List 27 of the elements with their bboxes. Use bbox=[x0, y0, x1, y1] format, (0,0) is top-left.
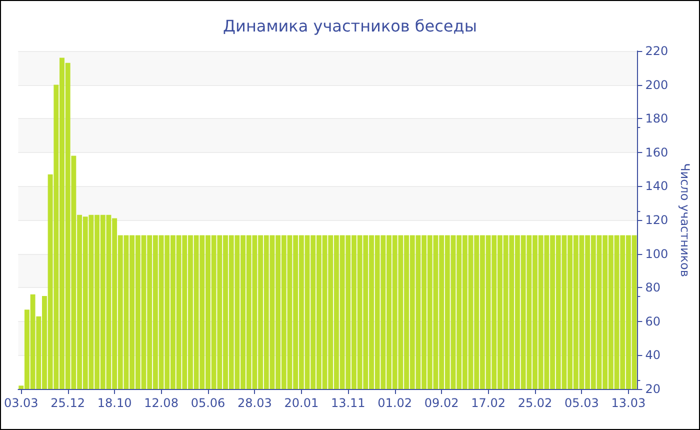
y-axis-title: Число участников bbox=[678, 163, 692, 277]
x-tick-label: 09.02 bbox=[424, 396, 459, 410]
y-tick-label: 200 bbox=[645, 78, 668, 92]
y-tick-label: 60 bbox=[645, 314, 660, 328]
y-tick-label: 140 bbox=[645, 179, 668, 194]
y-tick-label: 80 bbox=[645, 280, 660, 295]
x-tick-label: 13.03 bbox=[611, 396, 646, 410]
x-tick-label: 13.11 bbox=[330, 396, 366, 410]
y-tick-label: 40 bbox=[645, 348, 660, 362]
x-tick-label: 12.08 bbox=[144, 396, 178, 410]
y-tick-label: 20 bbox=[645, 382, 660, 396]
y-tick-label: 100 bbox=[645, 246, 668, 261]
x-tick-label: 03.03 bbox=[4, 396, 38, 410]
y-tick-label: 160 bbox=[645, 145, 668, 160]
x-tick-label: 25.02 bbox=[518, 396, 552, 410]
y-tick-label: 180 bbox=[645, 112, 668, 126]
x-tick-label: 25.12 bbox=[50, 396, 86, 410]
x-tick-label: 05.06 bbox=[190, 396, 226, 410]
y-tick-label: 220 bbox=[645, 44, 668, 58]
x-tick-label: 05.03 bbox=[564, 396, 599, 410]
x-tick-label: 01.02 bbox=[378, 396, 412, 410]
x-tick-label: 28.03 bbox=[238, 396, 272, 410]
y-tick-label: 120 bbox=[645, 213, 668, 227]
x-tick-label: 17.02 bbox=[471, 396, 506, 410]
chart-title: Динамика участников беседы bbox=[223, 16, 477, 36]
x-tick-label: 20.01 bbox=[284, 396, 319, 410]
x-tick-label: 18.10 bbox=[97, 396, 132, 410]
